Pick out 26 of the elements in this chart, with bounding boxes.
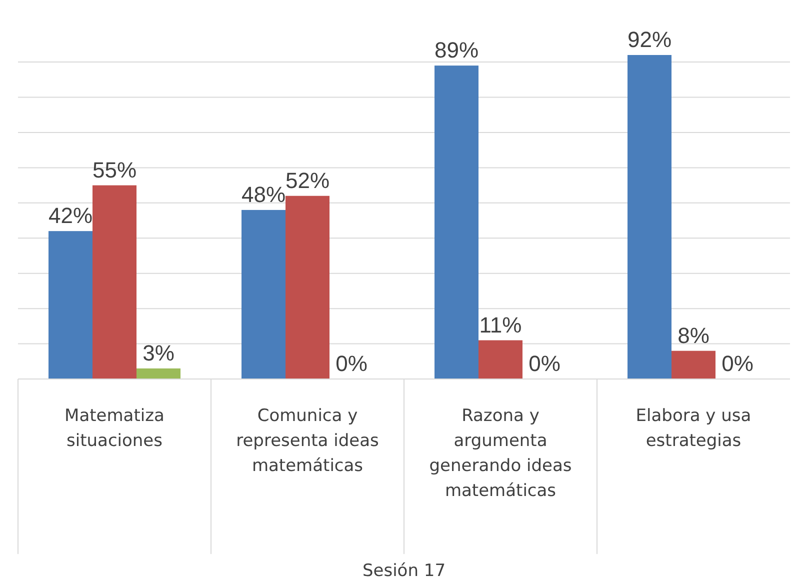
bar	[136, 368, 180, 379]
data-label: 48%	[241, 182, 286, 207]
bar	[286, 196, 330, 379]
bar	[672, 350, 716, 379]
data-label: 92%	[627, 27, 672, 52]
x-tick-label: Comunica y representa ideas matemáticas	[236, 406, 380, 476]
bar	[242, 210, 286, 379]
data-label: 3%	[142, 340, 174, 366]
data-label: 42%	[48, 203, 93, 228]
bar	[434, 66, 478, 379]
x-tick-label: Matematiza situaciones	[64, 406, 164, 451]
data-label: 89%	[434, 38, 479, 63]
x-axis-title: Sesión 17	[362, 561, 446, 581]
data-label: 8%	[678, 322, 710, 348]
bar	[478, 340, 522, 379]
bar	[48, 231, 92, 379]
data-label: 0%	[336, 351, 368, 376]
data-label: 11%	[479, 312, 522, 338]
bar	[628, 55, 672, 379]
x-tick-label: Razona y argumenta generando ideas matemáticas	[429, 406, 572, 501]
data-label: 55%	[92, 157, 137, 182]
data-label: 0%	[528, 351, 560, 376]
data-label: 0%	[722, 351, 754, 376]
x-tick-label: Elabora y usa estrategias	[636, 406, 752, 451]
data-label: 52%	[285, 168, 330, 193]
bar	[92, 185, 136, 379]
